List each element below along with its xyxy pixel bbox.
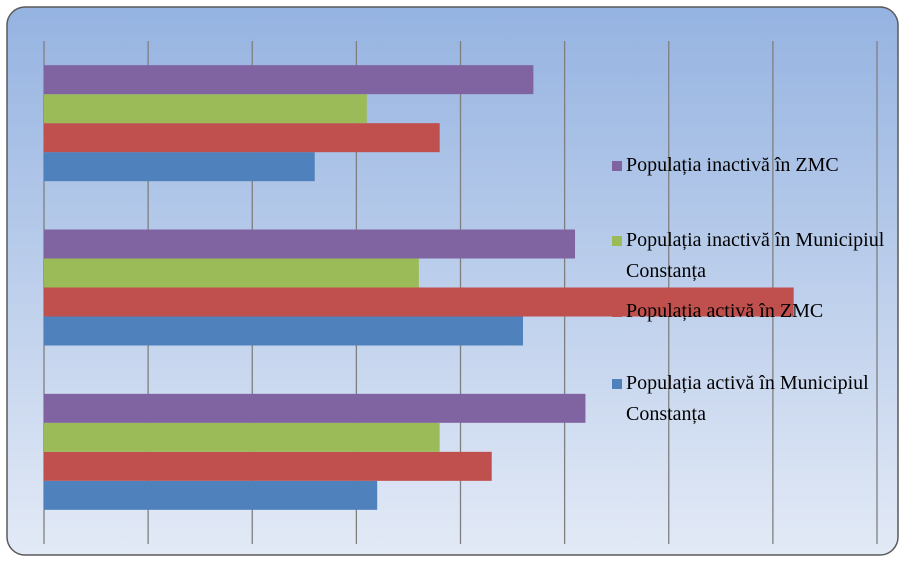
legend-label: Populația activă în ZMC xyxy=(626,300,824,322)
bar xyxy=(44,451,492,481)
bar xyxy=(44,229,576,259)
legend-label: Populația activă în Municipiul Constanța xyxy=(626,372,869,425)
bar xyxy=(44,316,523,346)
bar xyxy=(44,480,378,510)
bar xyxy=(44,258,419,288)
bar xyxy=(44,152,315,182)
legend-swatch xyxy=(612,379,622,389)
legend: Populația inactivă în ZMC Populația inact… xyxy=(612,0,892,562)
legend-item: Populația activă în Municipiul Constanța xyxy=(612,368,890,430)
bar xyxy=(44,287,794,317)
legend-label: Populația inactivă în Municipiul Constan… xyxy=(626,229,885,282)
legend-item: Populația activă în ZMC xyxy=(612,296,890,327)
bar xyxy=(44,94,367,124)
bar xyxy=(44,422,440,452)
bar xyxy=(44,393,586,423)
legend-item: Populația inactivă în ZMC xyxy=(612,150,890,181)
legend-item: Populația inactivă în Municipiul Constan… xyxy=(612,225,890,287)
bar xyxy=(44,65,534,95)
legend-swatch xyxy=(612,236,622,246)
bar xyxy=(44,123,440,153)
legend-swatch xyxy=(612,161,622,171)
legend-label: Populația inactivă în ZMC xyxy=(626,154,839,176)
legend-swatch xyxy=(612,307,622,317)
